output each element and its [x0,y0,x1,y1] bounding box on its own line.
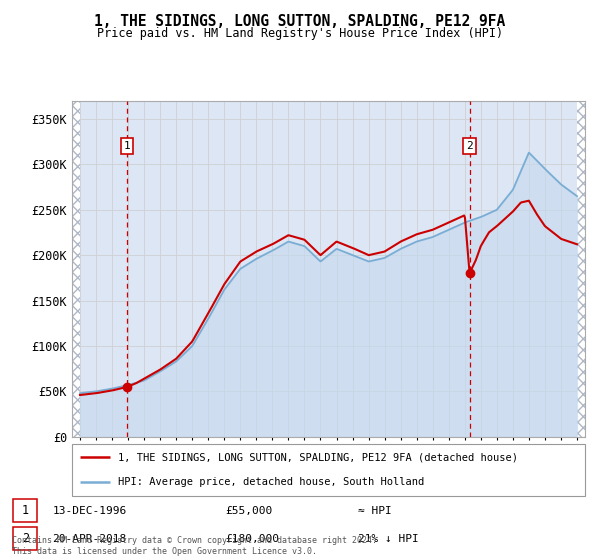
Text: HPI: Average price, detached house, South Holland: HPI: Average price, detached house, Sout… [118,477,424,487]
Bar [72,101,80,437]
Text: £55,000: £55,000 [225,506,272,516]
Text: Contains HM Land Registry data © Crown copyright and database right 2024.
This d: Contains HM Land Registry data © Crown c… [12,536,377,556]
Text: Price paid vs. HM Land Registry's House Price Index (HPI): Price paid vs. HM Land Registry's House … [97,27,503,40]
FancyBboxPatch shape [13,527,37,550]
Text: 13-DEC-1996: 13-DEC-1996 [52,506,127,516]
Text: 1, THE SIDINGS, LONG SUTTON, SPALDING, PE12 9FA (detached house): 1, THE SIDINGS, LONG SUTTON, SPALDING, P… [118,452,518,463]
Text: ≈ HPI: ≈ HPI [358,506,391,516]
Text: 2: 2 [22,532,29,545]
Text: 1: 1 [124,141,131,151]
FancyBboxPatch shape [13,499,37,522]
Text: 21% ↓ HPI: 21% ↓ HPI [358,534,418,544]
Text: 1: 1 [22,504,29,517]
Text: 1, THE SIDINGS, LONG SUTTON, SPALDING, PE12 9FA: 1, THE SIDINGS, LONG SUTTON, SPALDING, P… [94,14,506,29]
Text: 20-APR-2018: 20-APR-2018 [52,534,127,544]
Bar [577,101,585,437]
Text: £180,000: £180,000 [225,534,279,544]
FancyBboxPatch shape [72,444,585,496]
Text: 2: 2 [466,141,473,151]
